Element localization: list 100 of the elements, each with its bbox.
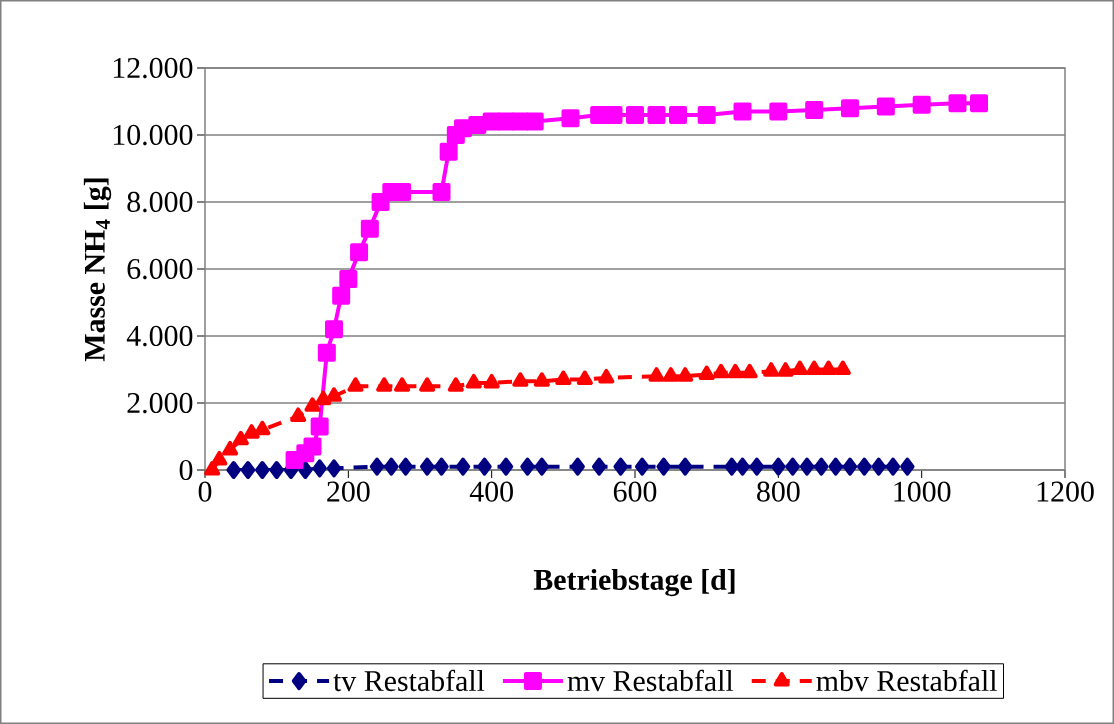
point: [820, 360, 837, 376]
point: [561, 109, 580, 128]
point: [525, 112, 544, 131]
point: [570, 457, 585, 476]
point: [806, 360, 823, 376]
point: [677, 367, 694, 382]
point: [312, 459, 327, 478]
point: [724, 457, 740, 476]
point: [419, 457, 435, 476]
point: [432, 182, 451, 201]
point: [669, 105, 688, 124]
point: [533, 372, 550, 387]
point: [698, 365, 715, 381]
point: [326, 459, 342, 478]
point: [520, 457, 535, 476]
point: [912, 95, 931, 114]
point: [477, 457, 492, 476]
point: [512, 372, 529, 387]
point: [634, 457, 650, 476]
x-tick-label: 0: [198, 481, 212, 502]
y-tick-label: 8.000: [127, 191, 193, 213]
x-tick-label: 800: [757, 481, 800, 502]
point: [662, 367, 679, 382]
point: [828, 457, 843, 476]
legend-label: mbv Restabfall: [816, 669, 997, 692]
point: [332, 286, 351, 305]
point: [842, 457, 858, 476]
point: [298, 461, 313, 480]
point: [240, 461, 256, 480]
point: [325, 387, 343, 402]
point: [303, 437, 322, 456]
point: [419, 377, 436, 392]
point: [677, 457, 693, 476]
y-tick-label: 0: [179, 459, 193, 481]
y-tick-label: 6.000: [127, 258, 193, 280]
x-tick-label: 200: [327, 481, 370, 502]
point: [841, 99, 860, 118]
y-tick-label: 4.000: [126, 325, 193, 347]
point: [269, 461, 284, 480]
point: [791, 360, 808, 376]
point: [398, 457, 413, 476]
point: [591, 457, 607, 476]
point: [465, 373, 482, 389]
point: [434, 457, 449, 476]
point: [834, 360, 851, 376]
point: [763, 362, 780, 377]
point: [613, 457, 628, 476]
point: [814, 457, 829, 476]
point: [226, 461, 241, 480]
x-tick-label: 1200: [1037, 481, 1094, 502]
x-tick-label: 400: [469, 481, 513, 502]
point: [777, 362, 794, 377]
point: [857, 457, 872, 476]
point: [876, 97, 895, 116]
point: [360, 219, 379, 238]
point: [439, 142, 458, 161]
point: [948, 94, 967, 113]
legend-label: tv Restabfall: [333, 669, 485, 692]
point: [534, 457, 550, 476]
point: [656, 457, 671, 476]
point: [885, 457, 901, 476]
point: [211, 450, 228, 466]
point: [733, 102, 752, 121]
point: [735, 457, 750, 476]
point: [483, 373, 500, 389]
point: [290, 407, 307, 422]
point: [805, 100, 824, 119]
point: [626, 105, 644, 124]
point: [604, 105, 623, 124]
point: [350, 243, 369, 262]
point: [576, 370, 593, 386]
point: [598, 368, 615, 384]
point: [647, 105, 666, 124]
y-tick-label: 12.000: [113, 57, 193, 79]
point: [455, 457, 471, 476]
point: [749, 457, 765, 476]
point: [771, 457, 786, 476]
y-tick-label: 10.000: [113, 124, 193, 146]
point: [799, 457, 815, 476]
point: [394, 377, 411, 392]
point: [204, 461, 221, 476]
y-tick-label: 2.000: [127, 392, 193, 414]
point: [384, 457, 399, 476]
point: [315, 390, 332, 406]
point: [325, 320, 343, 339]
point: [310, 417, 329, 436]
x-tick-label: 1000: [894, 481, 951, 502]
point: [871, 457, 886, 476]
point: [712, 363, 730, 379]
legend-label: mv Restabfall: [567, 669, 734, 692]
point: [376, 377, 393, 392]
point: [232, 430, 249, 446]
point: [648, 367, 665, 382]
point: [317, 343, 336, 362]
point: [347, 377, 364, 392]
point: [447, 377, 464, 392]
point: [304, 397, 321, 412]
y-axis-title: Masse NH$_{4}$ [g]: [83, 178, 112, 362]
point: [900, 457, 915, 476]
point: [785, 457, 800, 476]
